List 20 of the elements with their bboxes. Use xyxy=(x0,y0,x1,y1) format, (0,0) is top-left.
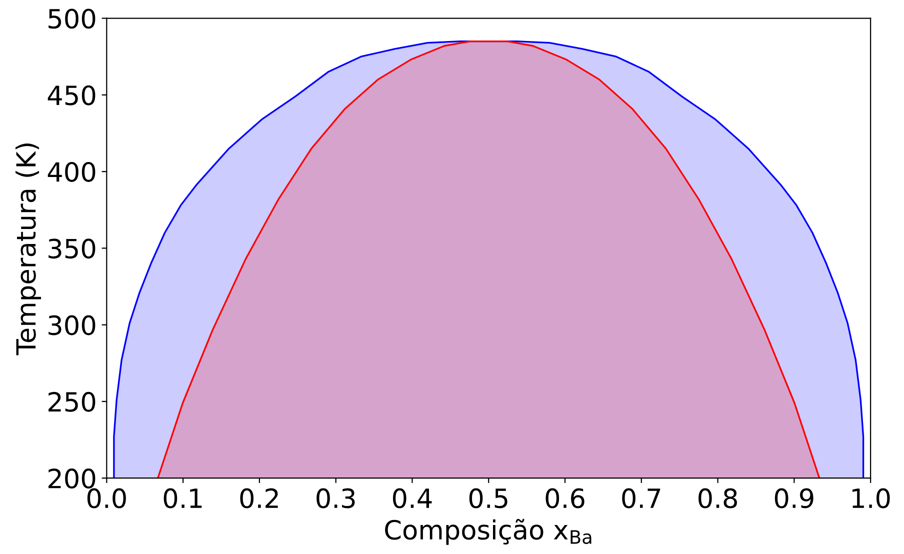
x-tick-label: 0.7 xyxy=(622,488,660,508)
y-tick-label: 350 xyxy=(48,238,96,259)
x-tick-label: 0.2 xyxy=(240,488,278,508)
x-tick-label: 0.3 xyxy=(316,488,355,508)
y-tick-label: 200 xyxy=(48,468,96,489)
y-tick-label: 250 xyxy=(48,392,96,412)
x-tick-label: 0.8 xyxy=(698,488,737,508)
x-tick-label: 0.0 xyxy=(87,488,126,508)
x-axis-title: Composição x$_{Ba}$ xyxy=(385,518,592,545)
x-tick-label: 0.1 xyxy=(164,488,202,508)
x-tick-label: 0.9 xyxy=(774,488,814,508)
y-axis-title: Temperatura (K) xyxy=(16,143,42,356)
y-tick-label: 500 xyxy=(48,8,96,29)
x-tick-label: 0.4 xyxy=(392,488,432,508)
y-tick-label: 400 xyxy=(48,162,96,182)
y-tick-label: 300 xyxy=(48,315,96,336)
x-tick-label: 1.0 xyxy=(852,488,890,508)
x-tick-label: 0.5 xyxy=(469,488,508,508)
x-tick-label: 0.6 xyxy=(546,488,584,508)
y-tick-label: 450 xyxy=(48,85,96,106)
